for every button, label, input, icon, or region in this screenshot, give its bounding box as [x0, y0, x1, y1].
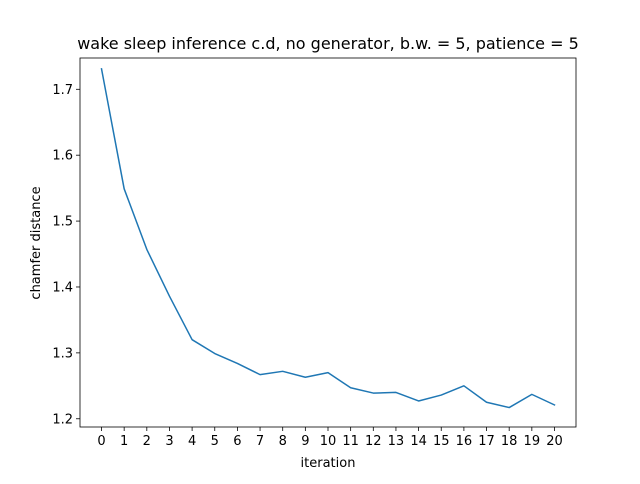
- plot-area: 0 1 2 3 4 5 6 7 8 9 10 11 12 13 14 15 16 17 18 19 201.21.31.…: [52, 57, 577, 449]
- x-tick-label: 18: [501, 434, 518, 449]
- y-tick-label: 1.4: [52, 280, 73, 295]
- x-tick-label: 0: [97, 434, 105, 449]
- x-axis-label: iteration: [301, 456, 356, 471]
- y-tick-label: 1.5: [52, 215, 73, 230]
- x-tick-label: 7: [256, 434, 264, 449]
- x-tick-label: 15: [433, 434, 450, 449]
- x-tick-label: 8: [279, 434, 287, 449]
- x-tick-label: 19: [524, 434, 541, 449]
- chart-title: wake sleep inference c.d, no generator, …: [77, 34, 579, 53]
- x-tick-label: 1: [120, 434, 128, 449]
- y-tick-label: 1.2: [52, 412, 73, 427]
- x-tick-label: 17: [478, 434, 495, 449]
- x-tick-label: 16: [456, 434, 473, 449]
- x-tick-label: 4: [188, 434, 196, 449]
- x-tick-label: 3: [165, 434, 173, 449]
- x-tick-label: 10: [320, 434, 337, 449]
- x-tick-label: 20: [546, 434, 563, 449]
- x-tick-label: 9: [301, 434, 309, 449]
- series-line-0: [100, 67, 556, 409]
- y-tick-label: 1.7: [52, 83, 73, 98]
- x-tick-label: 14: [410, 434, 427, 449]
- x-tick-label: 13: [388, 434, 405, 449]
- x-tick-label: 12: [365, 434, 382, 449]
- x-tick-label: 5: [211, 434, 219, 449]
- y-tick-label: 1.6: [52, 149, 73, 164]
- x-tick-label: 6: [233, 434, 241, 449]
- x-tick-label: 2: [143, 434, 151, 449]
- x-tick-label: 11: [342, 434, 359, 449]
- y-tick-label: 1.3: [52, 346, 73, 361]
- y-axis-label: chamfer distance: [29, 186, 44, 299]
